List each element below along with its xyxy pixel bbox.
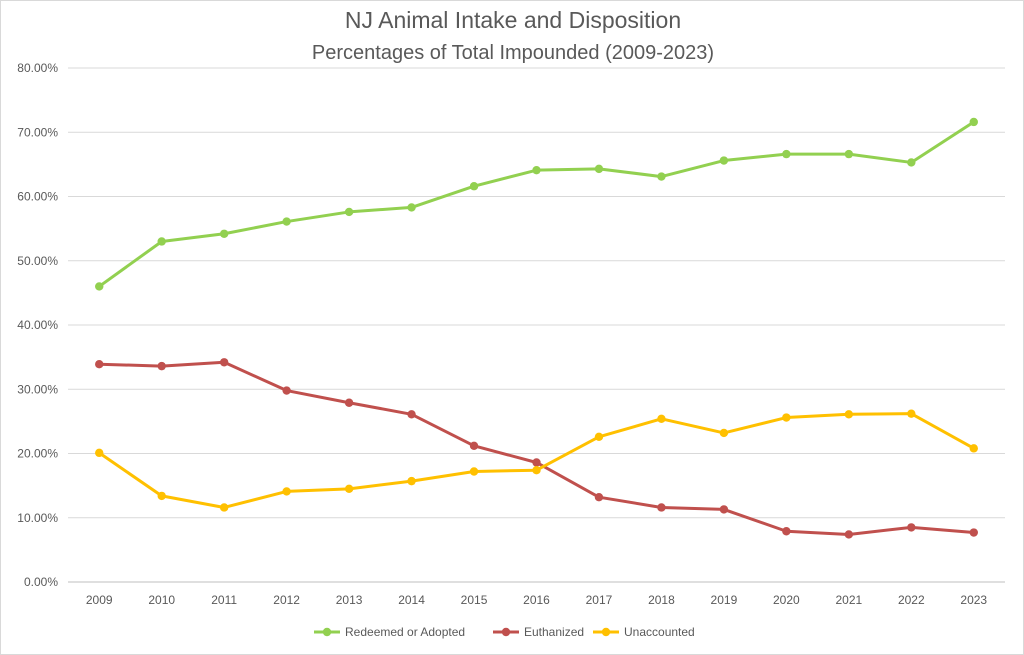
x-tick-label: 2010 — [148, 593, 175, 607]
data-point — [907, 409, 916, 418]
legend: Redeemed or Adopted Euthanized Unaccounted — [314, 625, 695, 639]
x-tick-label: 2009 — [86, 593, 113, 607]
y-tick-label: 40.00% — [17, 318, 58, 332]
data-point — [657, 414, 666, 424]
x-tick-label: 2016 — [523, 593, 550, 607]
x-axis-ticks: 2009 2010 2011 2012 2013 2014 2015 2016 2017 2018… — [86, 593, 988, 607]
legend-label: Unaccounted — [624, 625, 695, 639]
x-tick-label: 2013 — [336, 593, 363, 607]
data-point — [594, 164, 604, 174]
data-point — [95, 359, 104, 369]
y-tick-label: 70.00% — [17, 125, 58, 139]
data-point — [344, 484, 354, 494]
data-point — [219, 229, 229, 238]
data-point — [344, 207, 354, 217]
data-point — [95, 448, 104, 458]
y-tick-label: 30.00% — [17, 382, 58, 396]
legend-swatch-marker — [501, 627, 511, 637]
gridlines — [68, 67, 1005, 583]
x-tick-label: 2015 — [461, 593, 488, 607]
data-point — [657, 172, 666, 181]
x-tick-label: 2011 — [211, 593, 237, 607]
data-point — [844, 149, 854, 159]
data-point — [719, 428, 729, 438]
data-point — [844, 410, 854, 419]
data-point — [282, 487, 291, 496]
series-line-0 — [97, 120, 976, 288]
x-tick-label: 2018 — [648, 593, 675, 607]
y-tick-label: 50.00% — [17, 254, 58, 268]
data-point — [719, 505, 729, 514]
chart-title: NJ Animal Intake and Disposition — [344, 7, 682, 33]
series-lines — [95, 117, 978, 539]
data-point — [594, 492, 604, 502]
data-point — [594, 432, 604, 441]
x-tick-label: 2014 — [398, 593, 425, 607]
legend-swatch-marker — [601, 627, 611, 637]
series-line-1 — [97, 360, 976, 536]
x-tick-label: 2023 — [960, 593, 987, 607]
chart-subtitle: Percentages of Total Impounded (2009-202… — [311, 42, 715, 64]
data-point — [407, 410, 416, 419]
data-point — [157, 237, 166, 246]
data-point — [219, 503, 229, 512]
data-point — [969, 528, 978, 537]
data-point — [469, 441, 479, 450]
data-point — [157, 361, 166, 371]
data-point — [532, 165, 541, 175]
data-point — [407, 203, 416, 212]
data-point — [532, 466, 541, 475]
data-point — [344, 398, 354, 407]
data-point — [782, 413, 791, 422]
data-point — [157, 491, 166, 501]
data-point — [532, 458, 541, 467]
legend-label: Redeemed or Adopted — [345, 625, 465, 639]
data-point — [95, 282, 104, 291]
data-point — [219, 358, 229, 367]
data-point — [907, 523, 916, 532]
x-tick-label: 2022 — [898, 593, 925, 607]
y-tick-label: 80.00% — [17, 61, 58, 75]
legend-label: Euthanized — [524, 625, 584, 639]
data-point — [907, 158, 916, 167]
data-point — [719, 156, 729, 165]
data-point — [969, 444, 978, 453]
y-tick-label: 10.00% — [17, 511, 58, 525]
x-tick-label: 2017 — [586, 593, 613, 607]
data-point — [407, 476, 416, 486]
data-point — [282, 217, 291, 226]
data-point — [969, 117, 978, 127]
x-tick-label: 2012 — [273, 593, 300, 607]
y-tick-label: 0.00% — [24, 575, 58, 589]
x-tick-label: 2020 — [773, 593, 800, 607]
data-point — [782, 527, 791, 536]
y-tick-label: 60.00% — [17, 190, 58, 204]
x-tick-label: 2019 — [711, 593, 738, 607]
data-point — [657, 503, 666, 512]
data-point — [469, 467, 479, 476]
data-point — [469, 182, 479, 191]
data-point — [844, 530, 854, 539]
legend-swatch-marker — [322, 627, 332, 637]
data-point — [282, 386, 291, 395]
y-tick-label: 20.00% — [17, 447, 58, 461]
x-tick-label: 2021 — [835, 593, 862, 607]
data-point — [782, 149, 791, 159]
y-axis-ticks: 0.00% 10.00% 20.00% 30.00% 40.00% 50.00% 60.00… — [17, 61, 58, 589]
